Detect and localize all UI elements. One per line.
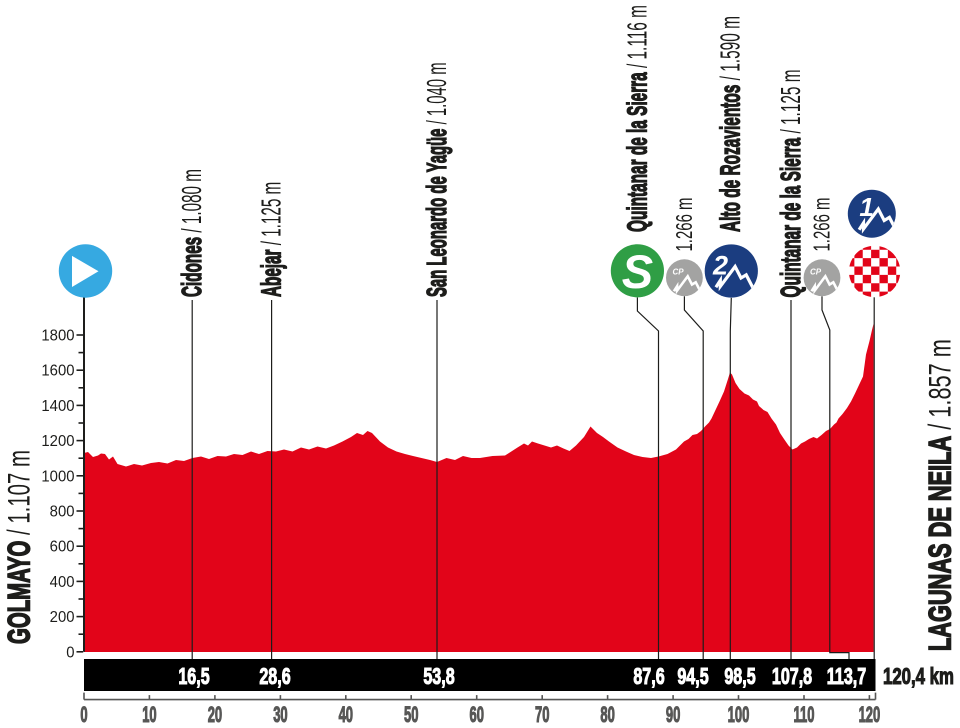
- svg-text:30: 30: [273, 703, 287, 727]
- svg-text:28,6: 28,6: [259, 664, 290, 689]
- svg-text:CP: CP: [810, 267, 822, 276]
- svg-text:40: 40: [339, 703, 353, 727]
- svg-text:1200: 1200: [41, 433, 74, 450]
- svg-text:1.266 m: 1.266 m: [809, 198, 835, 252]
- svg-text:80: 80: [600, 703, 614, 727]
- svg-text:200: 200: [50, 609, 75, 626]
- svg-text:2: 2: [712, 250, 728, 280]
- svg-text:70: 70: [535, 703, 549, 727]
- svg-text:1: 1: [859, 192, 873, 222]
- svg-text:1600: 1600: [41, 362, 74, 379]
- svg-text:10: 10: [142, 703, 156, 727]
- svg-text:1.266 m: 1.266 m: [672, 198, 698, 252]
- svg-text:Abejar / 1.125 m: Abejar / 1.125 m: [256, 182, 287, 297]
- svg-text:CP: CP: [672, 267, 684, 276]
- svg-text:Alto de Rozavientos / 1.590 m: Alto de Rozavientos / 1.590 m: [715, 16, 746, 232]
- svg-text:50: 50: [404, 703, 418, 727]
- svg-text:Cidones / 1.080 m: Cidones / 1.080 m: [176, 169, 207, 297]
- svg-text:113,7: 113,7: [827, 664, 866, 689]
- svg-text:107,8: 107,8: [772, 664, 812, 689]
- svg-text:1400: 1400: [41, 398, 74, 415]
- svg-text:1000: 1000: [41, 468, 74, 485]
- svg-text:1800: 1800: [41, 327, 74, 344]
- svg-text:94,5: 94,5: [677, 664, 708, 689]
- svg-text:16,5: 16,5: [178, 664, 209, 689]
- svg-text:S: S: [622, 245, 653, 298]
- svg-text:GOLMAYO / 1.107 m: GOLMAYO / 1.107 m: [1, 450, 37, 644]
- svg-text:Quintanar de la Sierra / 1.125: Quintanar de la Sierra / 1.125 m: [775, 69, 806, 297]
- svg-text:100: 100: [728, 703, 750, 727]
- svg-text:98,5: 98,5: [724, 664, 755, 689]
- svg-text:Quintanar de la Sierra / 1.116: Quintanar de la Sierra / 1.116 m: [622, 5, 653, 232]
- svg-text:120,4 km: 120,4 km: [883, 665, 954, 690]
- svg-text:120: 120: [859, 703, 881, 727]
- svg-text:110: 110: [794, 703, 815, 727]
- svg-text:53,8: 53,8: [423, 664, 454, 689]
- svg-text:20: 20: [208, 703, 222, 727]
- svg-text:800: 800: [50, 503, 75, 520]
- svg-text:90: 90: [666, 703, 680, 727]
- svg-text:60: 60: [469, 703, 483, 727]
- svg-text:87,6: 87,6: [633, 664, 664, 689]
- svg-text:LAGUNAS DE NEILA / 1.857 m: LAGUNAS DE NEILA / 1.857 m: [921, 339, 957, 651]
- svg-text:0: 0: [80, 703, 87, 727]
- svg-text:600: 600: [50, 538, 75, 555]
- svg-text:400: 400: [50, 574, 75, 591]
- svg-text:San Leonardo de Yagüe / 1.040: San Leonardo de Yagüe / 1.040 m: [421, 62, 452, 297]
- svg-text:0: 0: [66, 644, 74, 661]
